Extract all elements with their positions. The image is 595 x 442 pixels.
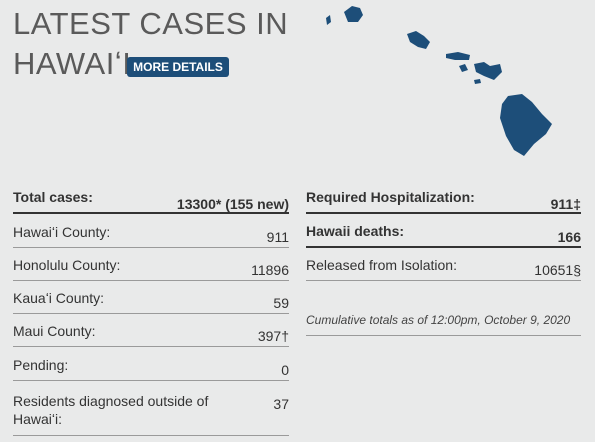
row-value: 59 (273, 295, 289, 311)
table-row: Released from Isolation: 10651§ (306, 257, 581, 281)
table-row: Total cases: 13300* (155 new) (13, 189, 289, 214)
row-value: 0 (281, 362, 289, 378)
table-row: Pending: 0 (13, 357, 289, 381)
row-value: 397† (257, 328, 289, 344)
row-label: Total cases: (13, 189, 93, 205)
row-value: 911 (266, 229, 289, 245)
more-details-button[interactable]: MORE DETAILS (127, 57, 229, 77)
table-row: Honolulu County: 11896 (13, 257, 289, 281)
row-label: Honolulu County: (13, 257, 121, 273)
kauai (344, 6, 363, 22)
table-row: Hawaiʻi County: 911 (13, 224, 289, 248)
molokai (446, 52, 470, 60)
row-value: 37 (273, 396, 289, 412)
niihau (326, 15, 331, 25)
row-label: Kauaʻi County: (13, 290, 105, 306)
table-row: Maui County: 397† (13, 323, 289, 347)
note: Cumulative totals as of 12:00pm, October… (306, 312, 581, 336)
big-island (500, 94, 552, 156)
table-row: Required Hospitalization: 911‡ (306, 189, 581, 214)
row-label: Maui County: (13, 323, 96, 339)
lanai (459, 64, 468, 72)
row-value: 166 (557, 229, 581, 245)
row-label: Residents diagnosed outside of Hawaiʻi: (13, 393, 209, 427)
row-value: 911‡ (550, 196, 581, 212)
row-label: Hawaii deaths: (306, 223, 405, 239)
table-row: Residents diagnosed outside of Hawaiʻi: 3… (13, 393, 289, 436)
row-label: Required Hospitalization: (306, 189, 475, 205)
kahoolawe (474, 79, 481, 84)
oahu (407, 31, 430, 49)
row-value: 10651§ (534, 262, 581, 278)
row-label: Pending: (13, 357, 69, 373)
row-label: Released from Isolation: (306, 257, 457, 273)
title: LATEST CASES IN (13, 6, 289, 41)
row-value: 13300* (155 new) (176, 196, 289, 212)
row-label: Hawaiʻi County: (13, 224, 111, 240)
table-row: Hawaii deaths: 166 (306, 223, 581, 248)
maui (474, 62, 502, 80)
title: HAWAIʻI (13, 46, 132, 81)
row-value: 11896 (251, 262, 289, 278)
table-row: Kauaʻi County: 59 (13, 290, 289, 314)
